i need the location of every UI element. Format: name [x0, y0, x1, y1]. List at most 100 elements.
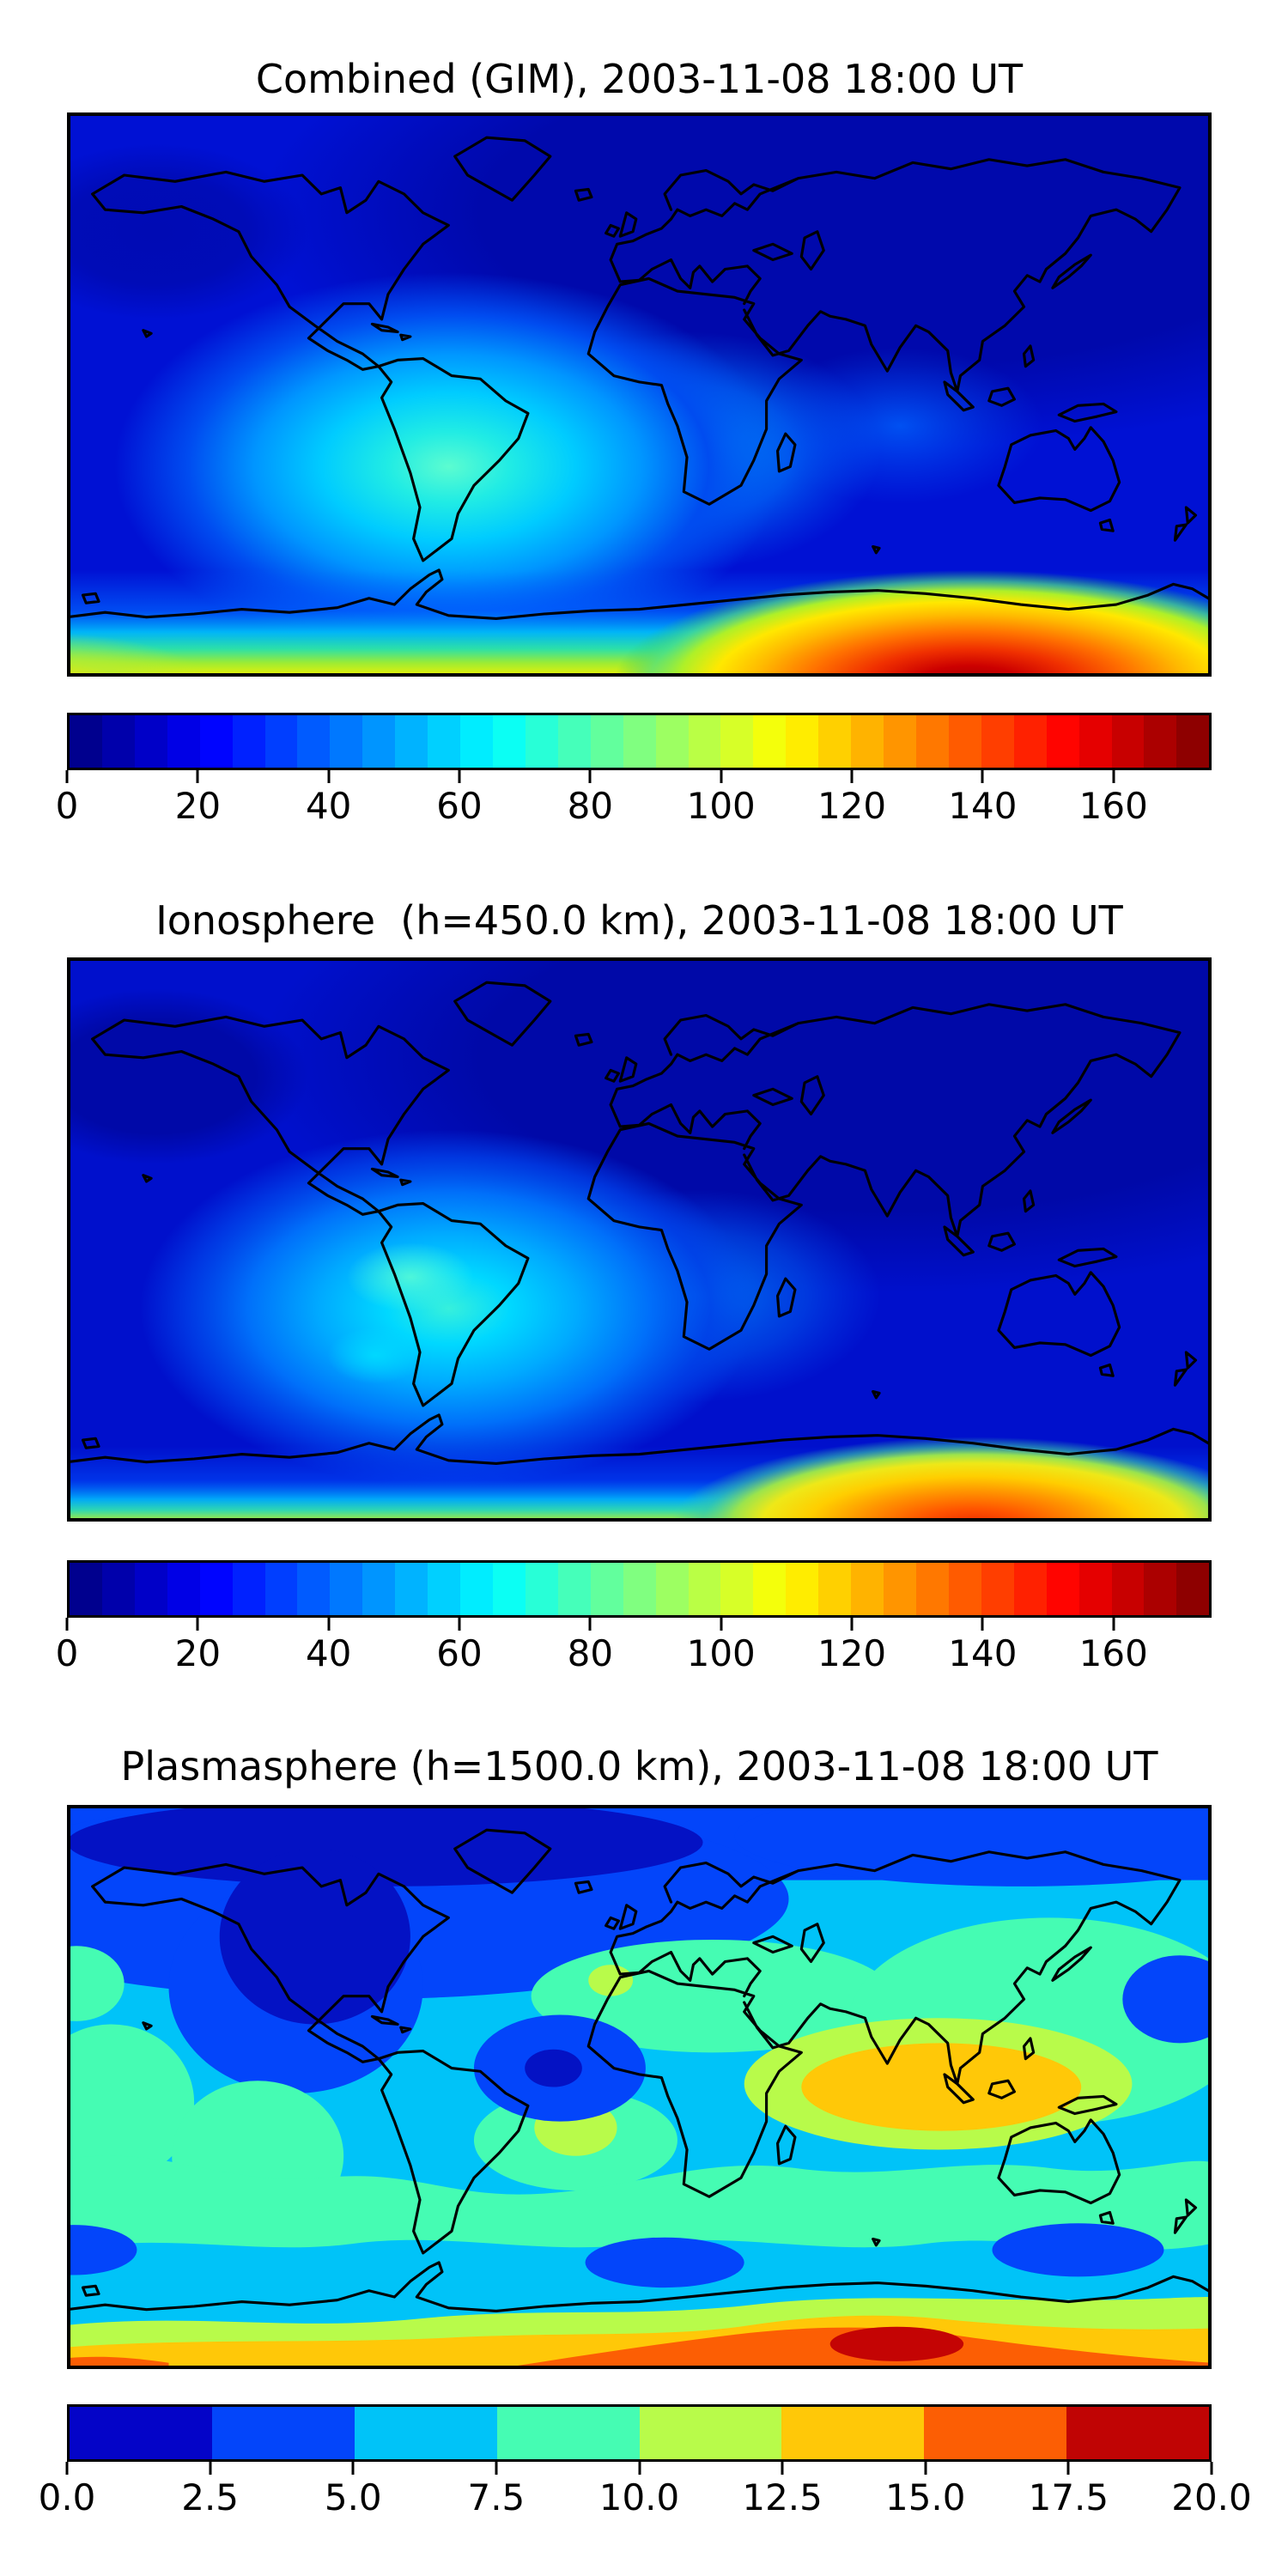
colorbar-segment [981, 715, 1014, 768]
colorbar-segment [395, 1563, 428, 1615]
colorbar-tick-label: 100 [686, 1632, 756, 1674]
colorbar-tick-label: 15.0 [884, 2476, 966, 2518]
ionosphere-map-svg [67, 957, 1212, 1522]
colorbar-segment [199, 715, 233, 768]
combined-indian-ocean-enhancement [756, 347, 1043, 505]
colorbar-segment [1176, 1563, 1210, 1615]
colorbar-tick-mark [458, 770, 461, 783]
panel1-map [67, 112, 1212, 677]
panel1-colorbar-ticks: 0 20 40 60 80 100 120 140 160 [56, 770, 1212, 835]
ionosphere-anomaly-core-south [327, 1327, 423, 1384]
colorbar-segment [981, 1563, 1014, 1615]
colorbar-segment [623, 715, 656, 768]
colorbar-segment [655, 1563, 689, 1615]
colorbar-segment [1078, 715, 1112, 768]
colorbar-tick-label: 160 [1078, 1632, 1148, 1674]
colorbar-tick-mark [327, 1618, 331, 1631]
colorbar-segment [786, 715, 819, 768]
ionosphere-low-region-west [67, 988, 309, 1164]
colorbar-tick-mark [720, 770, 723, 783]
colorbar-segment [101, 1563, 135, 1615]
ionosphere-equatorial-anomaly [140, 1129, 757, 1487]
colorbar-segment [297, 1563, 331, 1615]
combined-auroral-wrap-west [67, 633, 212, 677]
colorbar-segment [199, 1563, 233, 1615]
colorbar-tick-mark [981, 770, 984, 783]
colorbar-segment [134, 715, 167, 768]
colorbar-segment [948, 1563, 981, 1615]
colorbar-tick-label: 0 [55, 1632, 79, 1674]
colorbar-tick-label: 20 [174, 785, 222, 827]
colorbar-tick-label: 60 [436, 785, 483, 827]
colorbar-segment [1046, 715, 1079, 768]
plasmasphere-navy-minimum [67, 1805, 703, 1886]
map-border [67, 112, 1212, 677]
panel3-title: Plasmasphere (h=1500.0 km), 2003-11-08 1… [120, 1743, 1158, 1789]
colorbar-segment [330, 1563, 363, 1615]
colorbar-segment [639, 2407, 782, 2459]
colorbar-tick-mark [351, 2462, 355, 2475]
colorbar-tick-mark [720, 1618, 723, 1631]
colorbar-segment [70, 1563, 102, 1615]
colorbar-tick-mark [924, 2462, 927, 2475]
colorbar-segment [818, 1563, 852, 1615]
colorbar-tick-label: 60 [436, 1632, 483, 1674]
colorbar-segment [818, 715, 852, 768]
colorbar-segment [590, 1563, 623, 1615]
plasmasphere-turquoise-patch [67, 1946, 125, 2021]
colorbar-tick-mark [1210, 2462, 1213, 2475]
plasmasphere-southern-turquoise-band [67, 2155, 1212, 2251]
panel3-colorbar [67, 2404, 1212, 2462]
combined-low-region-west [67, 143, 309, 319]
colorbar-tick-label: 40 [305, 785, 352, 827]
colorbar-tick-mark [1112, 770, 1115, 783]
colorbar-tick-mark [65, 2462, 69, 2475]
plasmasphere-blue-oval-south [67, 2225, 137, 2275]
colorbar-segment [395, 715, 428, 768]
colorbar-segment [1078, 1563, 1112, 1615]
colorbar-tick-label: 140 [948, 1632, 1018, 1674]
panel2-title: Ionosphere (h=450.0 km), 2003-11-08 18:0… [155, 897, 1123, 944]
colorbar-tick-mark [638, 2462, 641, 2475]
colorbar-tick-label: 20.0 [1171, 2476, 1252, 2518]
colorbar-tick-mark [588, 1618, 592, 1631]
colorbar-tick-mark [65, 770, 69, 783]
colorbar-segment [460, 1563, 493, 1615]
colorbar-segment [264, 715, 298, 768]
colorbar-segment [1013, 1563, 1047, 1615]
colorbar-tick-label: 140 [948, 785, 1018, 827]
panel2-map [67, 957, 1212, 1522]
colorbar-tick-mark [1066, 2462, 1070, 2475]
plasmasphere-map-svg [67, 1805, 1212, 2369]
colorbar-tick-label: 17.5 [1028, 2476, 1109, 2518]
colorbar-tick-mark [458, 1618, 461, 1631]
colorbar-segment [720, 1563, 754, 1615]
panel3-map [67, 1805, 1212, 2369]
panel1-title: Combined (GIM), 2003-11-08 18:00 UT [255, 56, 1024, 102]
colorbar-tick-mark [209, 2462, 212, 2475]
colorbar-segment [1046, 1563, 1079, 1615]
colorbar-segment [655, 715, 689, 768]
colorbar-segment [134, 1563, 167, 1615]
colorbar-segment [948, 715, 981, 768]
panel2-colorbar [67, 1560, 1212, 1618]
colorbar-segment [851, 1563, 884, 1615]
panel3-colorbar-ticks: 0.0 2.5 5.0 7.5 10.0 12.5 15.0 17.5 20.0 [39, 2462, 1252, 2526]
plasmasphere-blue-oval-south [585, 2237, 744, 2288]
colorbar-tick-mark [1112, 1618, 1115, 1631]
colorbar-segment [753, 715, 787, 768]
colorbar-tick-label: 7.5 [467, 2476, 526, 2518]
colorbar-segment [1144, 1563, 1177, 1615]
colorbar-segment [915, 1563, 949, 1615]
colorbar-tick-label: 40 [305, 1632, 352, 1674]
colorbar-tick-mark [981, 1618, 984, 1631]
colorbar-segment [557, 715, 591, 768]
colorbar-segment [211, 2407, 355, 2459]
colorbar-tick-mark [781, 2462, 784, 2475]
colorbar-segment [915, 715, 949, 768]
panel1-colorbar [67, 713, 1212, 770]
map-border [67, 1805, 1212, 2369]
plasmasphere-yellowgreen-dot [588, 1965, 634, 1996]
colorbar-tick-label: 20 [174, 1632, 222, 1674]
